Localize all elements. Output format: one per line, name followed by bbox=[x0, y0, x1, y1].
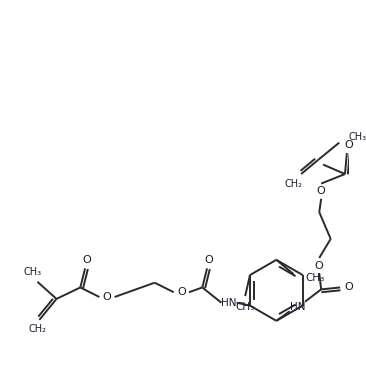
Text: HN: HN bbox=[221, 298, 237, 308]
Text: O: O bbox=[102, 292, 111, 302]
Text: O: O bbox=[315, 260, 324, 271]
Text: O: O bbox=[317, 186, 325, 196]
Text: CH₃: CH₃ bbox=[349, 132, 366, 142]
Text: O: O bbox=[205, 255, 213, 265]
Text: O: O bbox=[177, 287, 186, 297]
Text: O: O bbox=[83, 255, 92, 265]
Text: HN: HN bbox=[290, 301, 305, 312]
Text: CH₂: CH₂ bbox=[284, 179, 303, 188]
Text: O: O bbox=[344, 282, 353, 292]
Text: CH₃: CH₃ bbox=[236, 303, 255, 312]
Text: CH₃: CH₃ bbox=[24, 267, 42, 277]
Text: CH₂: CH₂ bbox=[29, 325, 46, 334]
Text: CH₃: CH₃ bbox=[305, 273, 324, 283]
Text: O: O bbox=[344, 140, 353, 149]
